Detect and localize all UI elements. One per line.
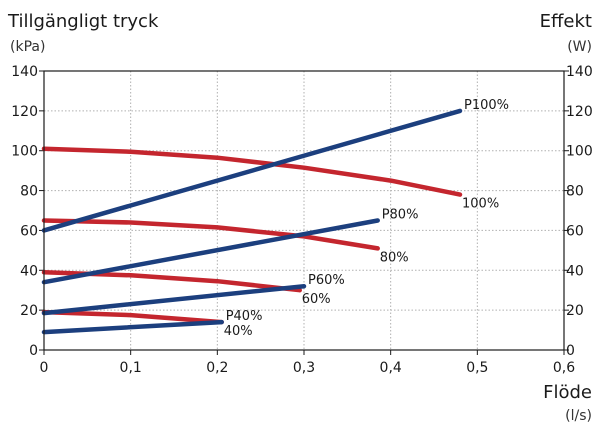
series-line-p60pct	[41, 283, 307, 316]
title-right: Effekt	[540, 11, 592, 32]
x-tick-label: 0,1	[120, 360, 142, 376]
series-lines	[41, 108, 463, 335]
y-right-tick-label: 20	[566, 303, 584, 319]
x-axis-unit: (l/s)	[565, 408, 592, 424]
y-right-tick-label: 100	[566, 144, 593, 160]
x-tick-label: 0,5	[466, 360, 488, 376]
y-right-tick-label: 60	[566, 223, 584, 239]
x-axis-label: Flöde	[543, 382, 592, 403]
series-label-80pct: 80%	[380, 250, 409, 265]
y-left-tick-label: 0	[29, 343, 38, 359]
series-line-40pct	[41, 309, 224, 325]
series-line-100pct	[41, 146, 463, 197]
series-label-p40pct: P40%	[226, 309, 263, 324]
series-label-100pct: 100%	[462, 197, 499, 212]
series-line-p100pct	[41, 108, 463, 233]
y-left-tick-label: 140	[11, 64, 38, 80]
series-line-p40pct	[41, 319, 224, 335]
series-label-p100pct: P100%	[464, 98, 509, 113]
unit-left: (kPa)	[10, 39, 45, 55]
y-left-tick-label: 120	[11, 104, 38, 120]
y-right-tick-label: 40	[566, 263, 584, 279]
series-label-60pct: 60%	[302, 292, 331, 307]
y-right-tick-label: 0	[566, 343, 575, 359]
title-left: Tillgängligt tryck	[7, 11, 159, 32]
unit-right: (W)	[567, 39, 592, 55]
series-labels: 100% 80% 60% 40% P100% P80% P60% P40%	[224, 98, 509, 339]
grid	[44, 71, 564, 350]
y-right-tick-label: 140	[566, 64, 593, 80]
y-left-tick-label: 60	[20, 223, 38, 239]
x-tick-label: 0,6	[553, 360, 575, 376]
y-right-tick-label: 120	[566, 104, 593, 120]
series-line-p80pct	[41, 218, 380, 285]
series-line-80pct	[41, 218, 380, 251]
tick-labels: 0 0,1 0,2 0,3 0,4 0,5 0,6020406080100120140020…	[11, 64, 592, 376]
y-left-tick-label: 100	[11, 144, 38, 160]
series-label-p60pct: P60%	[308, 273, 345, 288]
y-left-tick-label: 40	[20, 263, 38, 279]
x-tick-label: 0,2	[206, 360, 228, 376]
y-left-tick-label: 20	[20, 303, 38, 319]
series-label-p80pct: P80%	[382, 208, 419, 223]
x-tick-label: 0,4	[380, 360, 402, 376]
plot-frame	[43, 70, 565, 351]
x-tick-label: 0	[40, 360, 49, 376]
x-tick-label: 0,3	[293, 360, 315, 376]
y-left-tick-label: 80	[20, 184, 38, 200]
series-label-40pct: 40%	[224, 324, 253, 339]
y-right-tick-label: 80	[566, 184, 584, 200]
